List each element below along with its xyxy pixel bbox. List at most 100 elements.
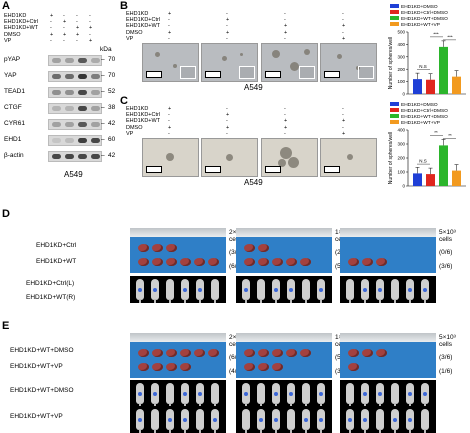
kda-value: 70 bbox=[108, 72, 116, 79]
panel-c-cellline: A549 bbox=[244, 178, 263, 187]
blot-strip bbox=[48, 103, 102, 114]
matrix-cell: - bbox=[76, 19, 78, 26]
cond-label: DMSO bbox=[126, 124, 143, 131]
tumor bbox=[272, 363, 283, 371]
row-label: EHD1KD+Ctrl bbox=[36, 242, 77, 249]
tumor-photo bbox=[340, 228, 436, 273]
matrix-cell: - bbox=[226, 35, 228, 42]
tumor bbox=[286, 258, 297, 266]
cond-label: EHD1KD+Ctrl bbox=[126, 112, 161, 119]
tumor bbox=[152, 363, 163, 371]
tumor bbox=[348, 349, 359, 357]
kda-value: 42 bbox=[108, 120, 116, 127]
mouse bbox=[181, 409, 189, 433]
mouse bbox=[317, 279, 325, 303]
cond-label: EHD1KD bbox=[4, 13, 27, 19]
signal bbox=[198, 392, 202, 396]
y-tick-label: 300 bbox=[397, 142, 405, 147]
legend-swatch bbox=[390, 114, 399, 118]
blot-band bbox=[78, 106, 87, 111]
signal bbox=[274, 418, 278, 422]
signal bbox=[138, 392, 142, 396]
mouse bbox=[421, 409, 429, 433]
bioluminescence-image bbox=[340, 380, 436, 407]
bar bbox=[439, 145, 448, 186]
blot-strip bbox=[48, 119, 102, 130]
matrix-cell: - bbox=[76, 13, 78, 19]
panel-b-cellline: A549 bbox=[244, 83, 263, 92]
mouse bbox=[136, 279, 144, 303]
legend-label: EHD1KD+WT+DMSO bbox=[401, 16, 448, 22]
matrix-cell: - bbox=[342, 11, 344, 17]
signal bbox=[363, 418, 367, 422]
matrix-cell: - bbox=[76, 37, 78, 44]
mouse bbox=[151, 383, 159, 407]
protein-label: β-actin bbox=[4, 152, 24, 159]
tumor bbox=[166, 349, 177, 357]
mouse bbox=[361, 383, 369, 407]
matrix-cell: + bbox=[50, 31, 54, 38]
matrix-cell: + bbox=[342, 35, 346, 42]
sphere-image bbox=[201, 138, 258, 177]
sphere-image bbox=[320, 138, 377, 177]
ruler bbox=[236, 333, 332, 342]
matrix-cell: - bbox=[63, 13, 65, 19]
tumor-ratio: (1/6) bbox=[439, 368, 453, 375]
imaging-label: EHD1KD+Ctrl(L) bbox=[26, 280, 75, 287]
mouse bbox=[166, 279, 174, 303]
protein-label: pYAP bbox=[4, 56, 21, 63]
matrix-cell: - bbox=[89, 19, 91, 26]
mouse bbox=[406, 383, 414, 407]
panel-e-label: E bbox=[2, 320, 10, 332]
matrix-cell: + bbox=[76, 25, 80, 32]
matrix-cell: - bbox=[168, 118, 170, 125]
blot-band bbox=[65, 122, 74, 127]
mouse bbox=[211, 279, 219, 303]
mouse bbox=[302, 279, 310, 303]
mouse bbox=[272, 279, 280, 303]
blot-band bbox=[65, 58, 74, 63]
bar bbox=[452, 76, 461, 94]
kda-value: 52 bbox=[108, 88, 116, 95]
sig-label: N.S bbox=[419, 159, 427, 164]
signal bbox=[274, 392, 278, 396]
signal bbox=[408, 418, 412, 422]
tumor bbox=[166, 363, 177, 371]
sig-label: ** bbox=[434, 130, 438, 135]
blot-strip bbox=[48, 151, 102, 162]
bar bbox=[413, 173, 422, 186]
mouse bbox=[272, 409, 280, 433]
kda-tick: – bbox=[101, 72, 105, 79]
matrix-cell: + bbox=[284, 23, 288, 30]
blot-band bbox=[52, 138, 61, 143]
y-tick-label: 400 bbox=[397, 128, 405, 133]
kda-header: kDa bbox=[100, 46, 112, 53]
matrix-cell: - bbox=[284, 11, 286, 17]
tumor bbox=[208, 349, 219, 357]
blot-band bbox=[78, 122, 87, 127]
mouse bbox=[391, 383, 399, 407]
protein-label: TEAD1 bbox=[4, 88, 25, 95]
tumor bbox=[194, 258, 205, 266]
mouse bbox=[181, 279, 189, 303]
matrix-cell: + bbox=[168, 124, 172, 131]
bar-chart-b: EHD1KD+DMSOEHD1KD+Ctrl+DMSOEHD1KD+WT+DMS… bbox=[388, 4, 466, 97]
kda-value: 60 bbox=[108, 136, 116, 143]
bar bbox=[452, 170, 461, 186]
blot-strip bbox=[48, 135, 102, 146]
cond-label: EHD1KD+WT bbox=[126, 118, 161, 125]
protein-label: EHD1 bbox=[4, 136, 22, 143]
y-tick-label: 0 bbox=[402, 92, 405, 97]
blot-strip bbox=[48, 71, 102, 82]
mouse bbox=[361, 409, 369, 433]
matrix-cell: + bbox=[284, 118, 288, 125]
signal bbox=[289, 288, 293, 292]
signal bbox=[408, 392, 412, 396]
blot-band bbox=[65, 138, 74, 143]
mouse bbox=[421, 279, 429, 303]
mouse bbox=[257, 279, 265, 303]
legend-label: EHD1KD+WT+VP bbox=[401, 120, 440, 126]
ruler bbox=[340, 333, 436, 342]
legend-swatch bbox=[390, 4, 399, 8]
matrix-cell: - bbox=[63, 37, 65, 44]
